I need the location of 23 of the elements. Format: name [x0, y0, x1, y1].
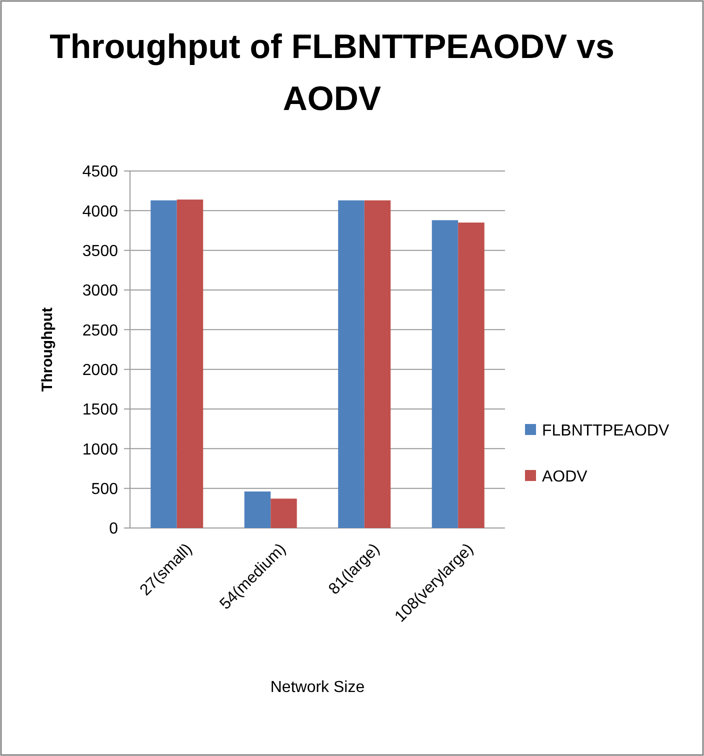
bar — [270, 498, 297, 528]
legend-label: AODV — [542, 468, 588, 486]
x-axis-title: Network Size — [270, 679, 365, 696]
chart-title: Throughput of FLBNTTPEAODV vs AODV — [50, 28, 614, 118]
bar — [432, 220, 458, 528]
legend-label: FLBNTTPEAODV — [542, 422, 670, 440]
bar — [338, 200, 364, 528]
bar — [364, 200, 391, 528]
y-tick-label: 3000 — [82, 282, 118, 300]
bar — [244, 492, 271, 528]
y-tick-label: 2000 — [82, 362, 118, 379]
y-tick-label: 1500 — [82, 402, 118, 419]
y-tick-label: 1000 — [82, 441, 118, 458]
y-tick-label: 500 — [91, 480, 118, 498]
y-axis-title: Throughput — [39, 307, 56, 392]
y-tick-label: 3500 — [82, 242, 118, 260]
bar — [458, 222, 484, 528]
y-tick-label: 4000 — [82, 203, 118, 220]
y-tick-label: 2500 — [82, 322, 118, 340]
y-tick-label: 4500 — [82, 164, 118, 181]
y-tick-label: 0 — [109, 520, 118, 538]
bar — [176, 200, 204, 528]
bar — [150, 200, 177, 528]
